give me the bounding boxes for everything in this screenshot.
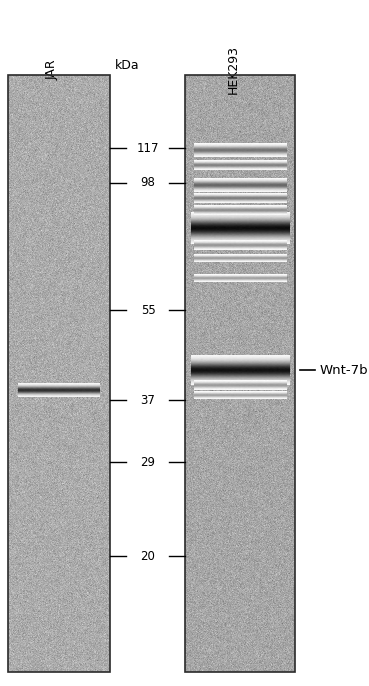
Text: Wnt-7b: Wnt-7b xyxy=(320,364,369,377)
Text: 117: 117 xyxy=(137,141,159,154)
Text: 55: 55 xyxy=(141,303,155,316)
Text: HEK293: HEK293 xyxy=(227,45,240,95)
Text: 98: 98 xyxy=(141,176,155,189)
Text: 29: 29 xyxy=(141,456,155,469)
Text: 37: 37 xyxy=(141,394,155,407)
Bar xyxy=(8,75,110,672)
Text: 20: 20 xyxy=(141,549,155,563)
Text: kDa: kDa xyxy=(115,59,139,72)
Bar xyxy=(185,75,295,672)
Text: JAR: JAR xyxy=(46,60,59,80)
